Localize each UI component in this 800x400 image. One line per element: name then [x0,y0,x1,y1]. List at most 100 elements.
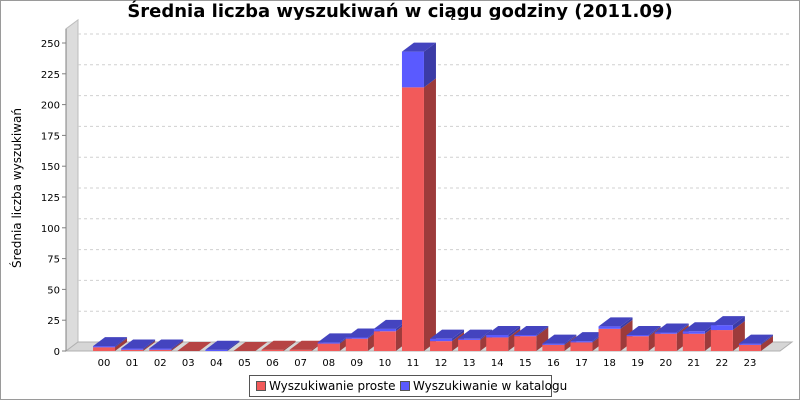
bar-side [620,317,633,329]
bar-side [564,334,577,345]
bar [514,334,537,337]
x-tick-label: 04 [210,358,223,369]
y-tick-label: 250 [41,39,60,50]
bar [430,341,453,351]
x-tick-label: 10 [379,358,392,369]
bar [486,334,509,338]
bar-top [458,329,493,339]
bar-side [171,340,184,351]
bar-top [710,316,745,326]
bar-top [738,334,773,344]
x-tick-label: 11 [407,358,420,369]
y-tick-label: 0 [54,347,60,358]
x-tick-label: 17 [575,358,588,369]
bar-top [486,325,521,335]
legend-swatch-series-1 [256,381,266,391]
bar-top [682,322,717,332]
y-tick-label: 125 [41,193,60,204]
bar [149,349,172,351]
x-tick-label: 00 [98,358,111,369]
bar [710,330,733,351]
bar-top [177,342,212,351]
bar [626,334,649,337]
bar [738,343,761,345]
x-tick-label: 03 [182,358,195,369]
bar [654,332,677,334]
bar [121,349,144,351]
bar-side [115,338,128,351]
x-tick-label: 18 [603,358,616,369]
bar [682,333,705,351]
bar [345,338,368,351]
bar-top [430,329,465,339]
bar-top [261,340,296,350]
bar-side [760,334,773,345]
y-tick-label: 50 [47,285,60,296]
bar-top [598,317,633,327]
x-tick-label: 14 [491,358,504,369]
bar [93,346,116,348]
y-tick-label: 225 [41,70,60,81]
bar [458,339,481,351]
x-tick-label: 19 [631,358,644,369]
x-tick-label: 21 [687,358,700,369]
bar-top [205,340,240,350]
bar [373,328,396,332]
y-tick-label: 200 [41,101,60,112]
y-axis-label: Średnia liczba wyszukiwań [9,108,24,268]
x-tick-label: 23 [744,358,757,369]
bar [626,336,649,351]
bar [542,343,565,345]
bar-top [626,325,661,335]
x-tick-label: 06 [266,358,279,369]
bar [682,331,705,334]
bar [458,338,481,340]
bar [317,342,340,344]
bar-top [542,334,577,344]
x-tick-label: 02 [154,358,167,369]
bar [289,349,312,351]
bar [317,343,340,351]
bar [570,342,593,351]
bar-side [227,340,240,351]
bar-side [283,340,296,351]
bar-side [648,325,661,337]
legend: Wyszukiwanie proste Wyszukiwanie w katal… [249,375,567,397]
chart-title: Średnia liczba wyszukiwań w ciągu godzin… [127,1,673,22]
bar [738,344,761,351]
bar [598,328,621,351]
bar-top [345,328,380,338]
bar-side [732,316,745,331]
legend-label-series-2: Wyszukiwanie w katalogu [413,379,568,393]
x-tick-label: 13 [463,358,476,369]
bar [570,341,593,343]
bar-top [570,332,605,342]
bar-top [373,319,408,329]
bar-side [423,42,436,88]
x-tick-label: 08 [322,358,335,369]
x-tick-label: 05 [238,358,251,369]
x-tick-label: 01 [126,358,139,369]
x-tick-label: 20 [659,358,672,369]
bar [261,349,284,351]
bar [514,336,537,351]
bar-top [93,337,128,347]
bar-side [115,337,128,348]
plot-left-wall [65,18,79,352]
bar [93,347,116,351]
bar [486,337,509,351]
y-tick-label: 150 [41,162,60,173]
bar-side [536,325,549,337]
bar-side [536,327,549,351]
y-tick-label: 25 [47,316,60,327]
bar-top [121,339,156,349]
bar [401,87,424,352]
bar [542,344,565,351]
bar [205,349,228,351]
x-tick-label: 16 [547,358,560,369]
y-tick-label: 75 [47,255,60,266]
y-tick-label: 175 [41,131,60,142]
bar [598,326,621,329]
bar [149,348,172,350]
